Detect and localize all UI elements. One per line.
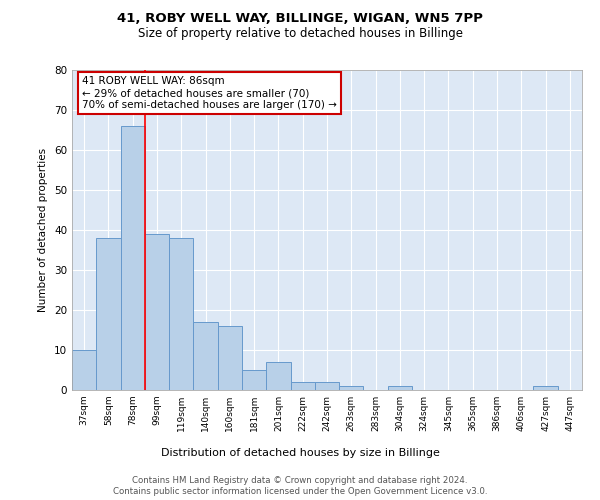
Bar bbox=[145, 234, 169, 390]
Bar bbox=[193, 322, 218, 390]
Bar bbox=[218, 326, 242, 390]
Bar bbox=[96, 238, 121, 390]
Bar bbox=[339, 386, 364, 390]
Text: 41, ROBY WELL WAY, BILLINGE, WIGAN, WN5 7PP: 41, ROBY WELL WAY, BILLINGE, WIGAN, WN5 … bbox=[117, 12, 483, 26]
Bar bbox=[315, 382, 339, 390]
Bar bbox=[290, 382, 315, 390]
Bar bbox=[266, 362, 290, 390]
Bar bbox=[121, 126, 145, 390]
Text: Contains HM Land Registry data © Crown copyright and database right 2024.: Contains HM Land Registry data © Crown c… bbox=[132, 476, 468, 485]
Bar bbox=[388, 386, 412, 390]
Bar bbox=[533, 386, 558, 390]
Text: Contains public sector information licensed under the Open Government Licence v3: Contains public sector information licen… bbox=[113, 488, 487, 496]
Text: Distribution of detached houses by size in Billinge: Distribution of detached houses by size … bbox=[161, 448, 439, 458]
Bar bbox=[72, 350, 96, 390]
Text: 41 ROBY WELL WAY: 86sqm
← 29% of detached houses are smaller (70)
70% of semi-de: 41 ROBY WELL WAY: 86sqm ← 29% of detache… bbox=[82, 76, 337, 110]
Bar bbox=[169, 238, 193, 390]
Y-axis label: Number of detached properties: Number of detached properties bbox=[38, 148, 49, 312]
Bar bbox=[242, 370, 266, 390]
Text: Size of property relative to detached houses in Billinge: Size of property relative to detached ho… bbox=[137, 28, 463, 40]
